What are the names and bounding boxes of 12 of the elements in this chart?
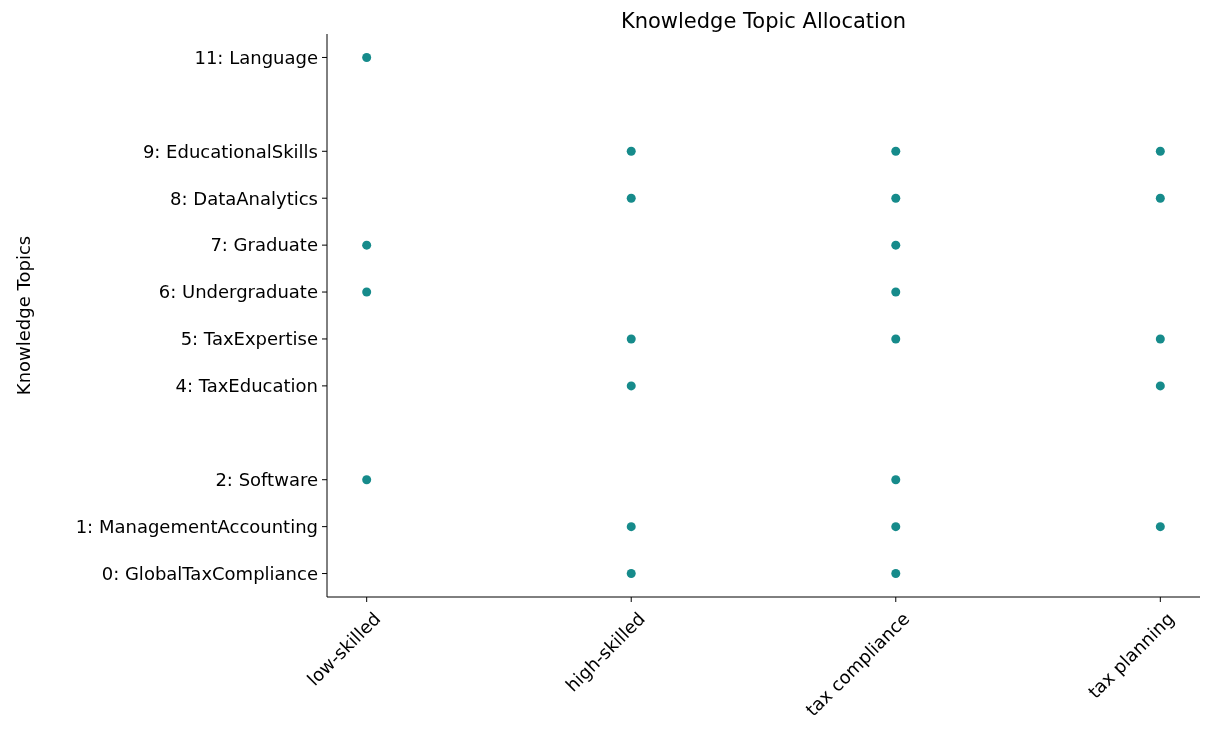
y-tick-label: 9: EducationalSkills xyxy=(142,140,318,162)
y-tick-label: 11: Language xyxy=(194,46,318,68)
y-tick-label: 1: ManagementAccounting xyxy=(75,515,318,537)
y-tick-label: 7: Graduate xyxy=(210,234,318,256)
y-tick-label: 4: TaxEducation xyxy=(175,375,318,397)
y-tick-label: 5: TaxExpertise xyxy=(180,328,318,350)
y-tick-label: 0: GlobalTaxCompliance xyxy=(101,562,318,584)
y-axis-title: Knowledge Topics xyxy=(13,235,34,396)
y-tick-label: 6: Undergraduate xyxy=(158,281,318,303)
y-tick-label: 2: Software xyxy=(215,469,318,491)
y-tick-label: 8: DataAnalytics xyxy=(170,187,318,209)
chart-title: Knowledge Topic Allocation xyxy=(620,9,907,33)
